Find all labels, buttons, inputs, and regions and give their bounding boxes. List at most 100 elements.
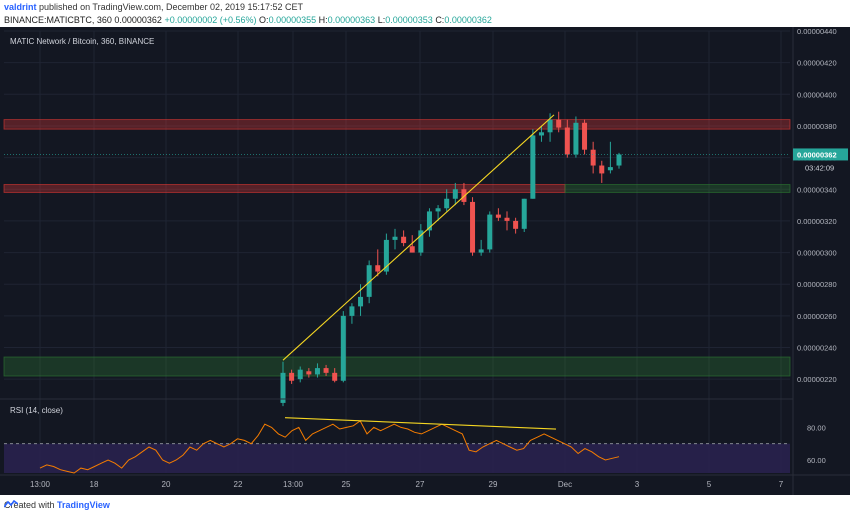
candle-body <box>297 369 303 380</box>
candle-body <box>470 201 476 253</box>
time-tick-label: 3 <box>635 480 640 489</box>
candle-body <box>513 220 519 229</box>
price-tick-label: 0.00000220 <box>797 375 837 384</box>
footer-credit: Created with TradingView <box>4 500 110 510</box>
time-tick-label: 25 <box>342 480 351 489</box>
price-tick-label: 0.00000300 <box>797 249 837 258</box>
candle-body <box>409 246 415 253</box>
open-value: 0.00000355 <box>268 15 317 25</box>
publish-text: published on TradingView.com, December 0… <box>39 2 304 12</box>
open-label: O: <box>259 15 269 25</box>
chart-area[interactable]: MATIC Network / Bitcoin, 360, BINANCE 0.0… <box>0 27 850 495</box>
candle-body <box>573 122 579 155</box>
low-label: L: <box>377 15 386 25</box>
trend-line <box>282 114 555 361</box>
candle-body <box>323 368 329 373</box>
candle-body <box>383 239 389 272</box>
candle-body <box>340 315 346 381</box>
candle-body <box>478 249 484 253</box>
candle-body <box>495 214 501 218</box>
chart-title: MATIC Network / Bitcoin, 360, BINANCE <box>10 37 154 46</box>
candle-body <box>461 189 467 202</box>
resistance-zone-upper <box>3 119 791 130</box>
time-tick-label: 29 <box>489 480 498 489</box>
support-zone-bottom <box>3 356 791 377</box>
close-label: C: <box>435 15 445 25</box>
author-link[interactable]: valdrint <box>4 2 37 12</box>
candle-body <box>444 198 450 209</box>
candle-body <box>616 154 622 166</box>
price-tick-label: 0.00000320 <box>797 217 837 226</box>
ohlc-summary: BINANCE:MATICBTC, 360 0.00000362 +0.0000… <box>4 15 492 25</box>
tradingview-brand[interactable]: TradingView <box>57 500 110 510</box>
candle-body <box>349 306 355 316</box>
candle-body <box>487 214 493 250</box>
candle-body <box>289 372 295 381</box>
price-tick-label: 0.00000340 <box>797 185 837 194</box>
price-chart-svg[interactable]: MATIC Network / Bitcoin, 360, BINANCE 0.0… <box>0 27 850 495</box>
close-value: 0.00000362 <box>444 15 492 25</box>
tradingview-logo-icon <box>4 500 18 508</box>
candle-body <box>375 265 381 272</box>
candle-body <box>280 372 286 403</box>
candle-body <box>358 296 364 307</box>
candle-body <box>582 122 588 150</box>
time-tick-label: 20 <box>162 480 171 489</box>
price-change: +0.00000002 (+0.56%) <box>164 15 257 25</box>
price-tick-label: 0.00000380 <box>797 122 837 131</box>
support-zone-right <box>564 184 791 193</box>
candle-body <box>392 236 398 240</box>
high-value: 0.00000363 <box>327 15 376 25</box>
time-tick-label: 18 <box>90 480 99 489</box>
candle-body <box>418 230 424 253</box>
candle-body <box>426 211 432 231</box>
candle-body <box>452 189 458 199</box>
last-price-label: 0.00000362 <box>797 150 837 159</box>
time-tick-label: 13:00 <box>30 480 51 489</box>
time-tick-label: 27 <box>416 480 425 489</box>
candle-body <box>306 371 312 375</box>
candle-body <box>607 167 613 171</box>
candle-body <box>366 265 372 297</box>
time-tick-label: 13:00 <box>283 480 304 489</box>
candle-body <box>521 198 527 229</box>
candle-body <box>504 217 510 221</box>
rsi-band <box>4 443 790 473</box>
rsi-line <box>39 420 620 474</box>
candle-body <box>556 119 562 128</box>
price-axis <box>793 27 850 495</box>
time-tick-label: 7 <box>779 480 784 489</box>
candle-body <box>314 368 320 375</box>
candle-body <box>547 119 553 133</box>
candle-body <box>564 127 570 155</box>
time-tick-label: 22 <box>234 480 243 489</box>
rsi-tick-label: 80.00 <box>807 423 826 432</box>
candle-body <box>590 149 596 166</box>
time-tick-label: Dec <box>558 480 572 489</box>
candle-body <box>530 135 536 199</box>
price-tick-label: 0.00000240 <box>797 344 837 353</box>
created-with-text: Created with <box>4 500 55 510</box>
countdown-label: 03:42:09 <box>805 163 834 172</box>
candle-body <box>332 372 338 381</box>
footer: Created with TradingView <box>0 495 850 517</box>
price-tick-label: 0.00000260 <box>797 312 837 321</box>
last-price-badge <box>793 148 848 161</box>
candle-body <box>538 132 544 136</box>
candle-body <box>435 208 441 212</box>
symbol-label: BINANCE:MATICBTC, 360 <box>4 15 112 25</box>
candle-body <box>401 236 407 244</box>
price-tick-label: 0.00000440 <box>797 27 837 36</box>
low-value: 0.00000353 <box>385 15 433 25</box>
high-label: H: <box>318 15 328 25</box>
price-tick-label: 0.00000280 <box>797 280 837 289</box>
current-price: 0.00000362 <box>114 15 162 25</box>
candle-body <box>599 165 605 174</box>
rsi-tick-label: 60.00 <box>807 456 826 465</box>
time-tick-label: 5 <box>707 480 712 489</box>
rsi-title: RSI (14, close) <box>10 406 63 415</box>
publication-header: valdrint published on TradingView.com, D… <box>0 0 850 27</box>
price-tick-label: 0.00000420 <box>797 59 837 68</box>
publish-info: valdrint published on TradingView.com, D… <box>4 2 303 12</box>
rsi-divergence-line <box>284 417 557 430</box>
